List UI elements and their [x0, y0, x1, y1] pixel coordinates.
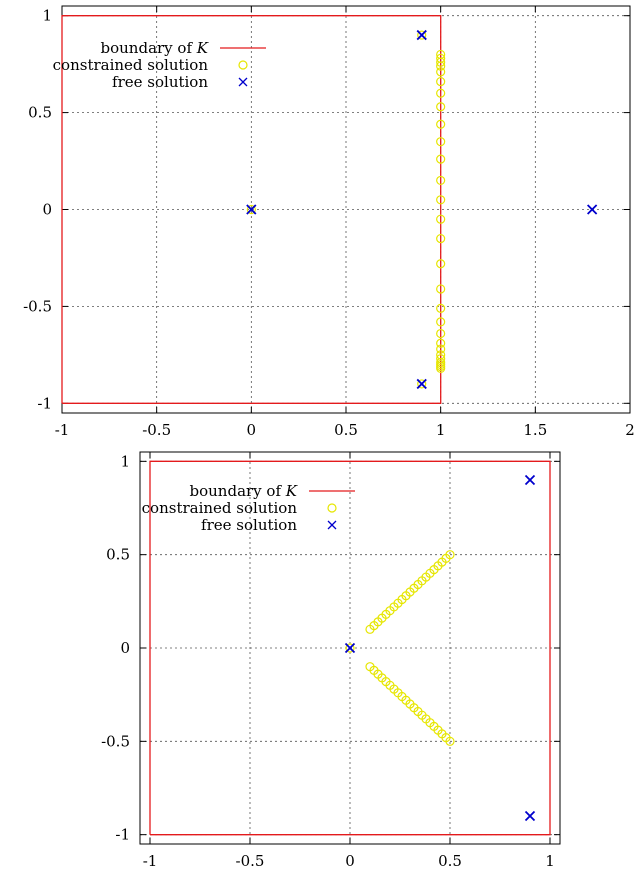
chart-2-xtick-label: 0	[345, 852, 355, 870]
constrained-solution-point	[436, 233, 446, 244]
constrained-solution-point	[436, 328, 446, 339]
free-solution-point	[524, 810, 536, 822]
chart-bottom: -1 -0.5 0 0.5 1 -1 -0.5 0 0.5 1 boundary of Kconst…	[101, 451, 561, 870]
chart-2-ytick-label: 0.5	[106, 546, 130, 564]
chart-2-legend-free-sample	[327, 520, 337, 530]
chart-1-series-constrained	[246, 30, 446, 389]
chart-2-ytick-label: 0	[120, 639, 130, 657]
constrained-solution-point	[436, 317, 446, 327]
free-solution-point	[344, 642, 356, 654]
chart-2-legend-boundary-symbol: K	[285, 482, 298, 500]
constrained-solution-point	[436, 303, 446, 313]
chart-1-xtick-label: -0.5	[142, 421, 171, 439]
chart-1-legend-boundary-label: boundary of K	[101, 39, 209, 57]
free-solution-point	[246, 204, 257, 215]
constrained-solution-point	[436, 57, 446, 67]
constrained-solution-point	[417, 379, 427, 389]
constrained-solution-point	[246, 204, 256, 215]
chart-1-xtick-label: 0.5	[334, 421, 358, 439]
free-solution-point	[586, 204, 598, 215]
constrained-solution-point	[436, 61, 446, 71]
chart-2-legend-constrained-sample	[327, 503, 337, 513]
constrained-solution-point	[436, 338, 446, 348]
chart-1-legend-boundary-prefix: boundary of	[101, 39, 197, 57]
chart-2-boundary-line	[149, 460, 551, 836]
chart-1-xtick-label: 2	[625, 421, 635, 439]
chart-1-ytick-label: -1	[37, 394, 52, 412]
constrained-solution-point	[436, 214, 446, 224]
free-solution-point	[416, 29, 427, 41]
constrained-solution-point	[436, 119, 446, 129]
chart-1-boundary-line	[61, 15, 442, 404]
chart-1-xtick-label: 1	[436, 421, 446, 439]
chart-2-ytick-label: 1	[120, 452, 130, 470]
chart-2-legend-boundary-label: boundary of K	[190, 482, 298, 500]
chart-1-ytick-label: 1	[42, 7, 52, 25]
chart-2-xtick-label: 0.5	[438, 852, 462, 870]
constrained-solution-point	[436, 137, 446, 147]
chart-2-xtick-label: 1	[545, 852, 555, 870]
chart-2-ytick-label: -0.5	[101, 732, 130, 750]
chart-2-legend-boundary-prefix: boundary of	[190, 482, 286, 500]
free-solution-point	[416, 378, 427, 390]
chart-1-xtick-label: 0	[247, 421, 257, 439]
constrained-solution-point	[436, 175, 446, 186]
constrained-solution-point	[436, 344, 446, 354]
constrained-solution-point	[445, 550, 455, 560]
chart-1-legend-boundary-symbol: K	[196, 39, 209, 57]
constrained-solution-point	[436, 102, 446, 112]
chart-1-ytick-label: 0	[42, 201, 52, 219]
chart-2-series-constrained	[345, 550, 455, 746]
constrained-solution-point	[436, 154, 446, 164]
chart-2-legend-free-label: free solution	[201, 516, 297, 534]
chart-1-legend-free-label: free solution	[112, 73, 208, 91]
chart-1-ytick-label: 0.5	[28, 104, 52, 122]
chart-2-series-free	[344, 474, 536, 822]
chart-2-xtick-label: -0.5	[236, 852, 265, 870]
chart-2-legend-constrained-label: constrained solution	[142, 499, 298, 517]
chart-1-legend-constrained-label: constrained solution	[53, 56, 209, 74]
chart-2-ytick-label: -1	[115, 826, 130, 844]
constrained-solution-point	[436, 88, 446, 98]
chart-1-legend-constrained-sample	[238, 60, 248, 70]
constrained-solution-point	[436, 76, 446, 87]
chart-1-legend-free-sample	[238, 77, 248, 87]
constrained-solution-point	[436, 259, 446, 269]
constrained-solution-point	[436, 67, 446, 77]
chart-1-xtick-label: 1.5	[523, 421, 547, 439]
constrained-solution-point	[436, 284, 446, 294]
constrained-solution-point	[436, 195, 446, 205]
constrained-solution-point	[445, 736, 455, 746]
constrained-solution-point	[417, 30, 427, 40]
free-solution-point	[524, 474, 536, 486]
chart-1-series-free	[246, 29, 598, 390]
chart-1-ytick-label: -0.5	[23, 297, 52, 315]
chart-2-xtick-label: -1	[143, 852, 158, 870]
constrained-solution-point	[436, 363, 446, 374]
constrained-solution-point	[345, 643, 355, 653]
chart-1-xtick-label: -1	[55, 421, 70, 439]
